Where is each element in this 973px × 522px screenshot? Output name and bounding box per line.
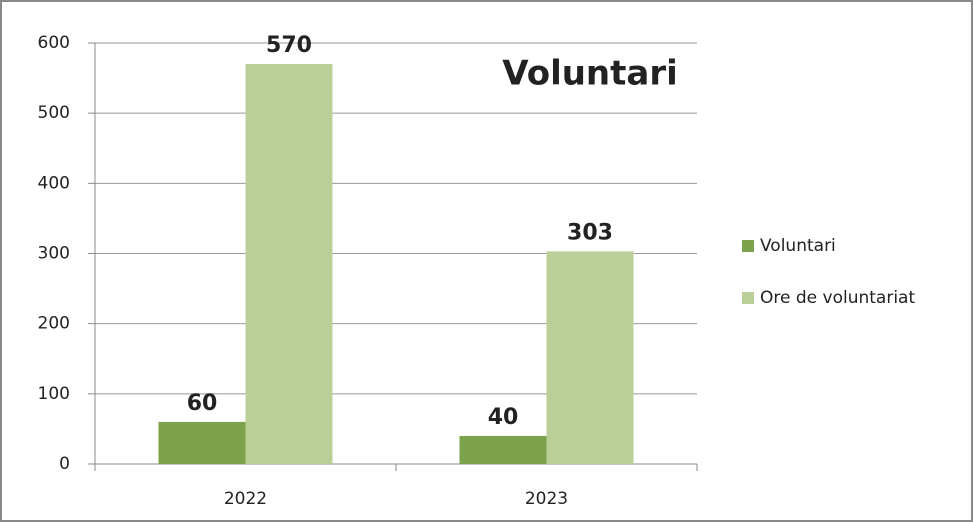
data-label: 40 xyxy=(488,405,519,430)
y-tick-label: 300 xyxy=(38,244,70,264)
y-tick-label: 400 xyxy=(38,173,70,193)
bar xyxy=(245,64,333,465)
y-tick-label: 500 xyxy=(38,103,70,123)
bar xyxy=(459,435,547,464)
data-label: 303 xyxy=(567,220,613,245)
legend-label: Voluntari xyxy=(760,236,836,256)
data-label: 60 xyxy=(187,391,218,416)
x-tick-label: 2023 xyxy=(525,489,568,509)
y-tick-label: 200 xyxy=(38,314,70,334)
legend-swatch xyxy=(742,292,754,304)
chart-title: Voluntari xyxy=(502,54,678,94)
y-tick-label: 100 xyxy=(38,384,70,404)
bar xyxy=(158,421,246,464)
y-tick-label: 0 xyxy=(59,454,70,474)
legend-swatch xyxy=(742,240,754,252)
y-tick-label: 600 xyxy=(38,33,70,53)
x-tick-label: 2022 xyxy=(224,489,267,509)
bar xyxy=(546,251,634,464)
data-label: 570 xyxy=(266,33,312,58)
legend-label: Ore de voluntariat xyxy=(760,288,915,308)
